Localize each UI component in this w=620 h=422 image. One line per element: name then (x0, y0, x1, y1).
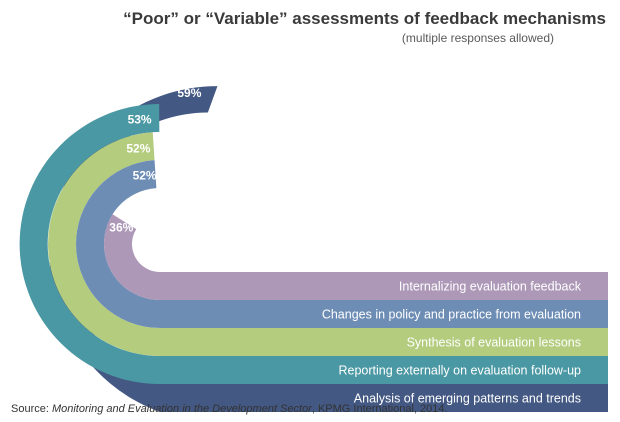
source-suffix: , KPMG International, 2014. (311, 403, 448, 415)
band-1 (104, 214, 608, 300)
band-3 (48, 132, 609, 356)
chart-subtitle: (multiple responses allowed) (401, 31, 554, 45)
source-prefix: Source: (11, 403, 52, 415)
category-label: Internalizing evaluation feedback (399, 280, 582, 294)
source-note: Source: Monitoring and Evaluation in the… (11, 403, 448, 415)
value-label: 53% (128, 113, 152, 127)
category-label: Synthesis of evaluation lessons (407, 336, 581, 350)
chart-title: “Poor” or “Variable” assessments of feed… (123, 9, 606, 28)
value-label: 52% (126, 141, 150, 155)
value-label: 59% (177, 86, 201, 100)
category-label: Changes in policy and practice from eval… (322, 308, 581, 322)
category-label: Reporting externally on evaluation follo… (338, 364, 581, 378)
category-label: Analysis of emerging patterns and trends (354, 392, 581, 406)
source-title: Monitoring and Evaluation in the Develop… (51, 403, 312, 415)
band-4 (19, 104, 609, 385)
value-label: 52% (133, 169, 157, 183)
band-2 (76, 160, 608, 328)
value-label: 36% (109, 221, 133, 235)
